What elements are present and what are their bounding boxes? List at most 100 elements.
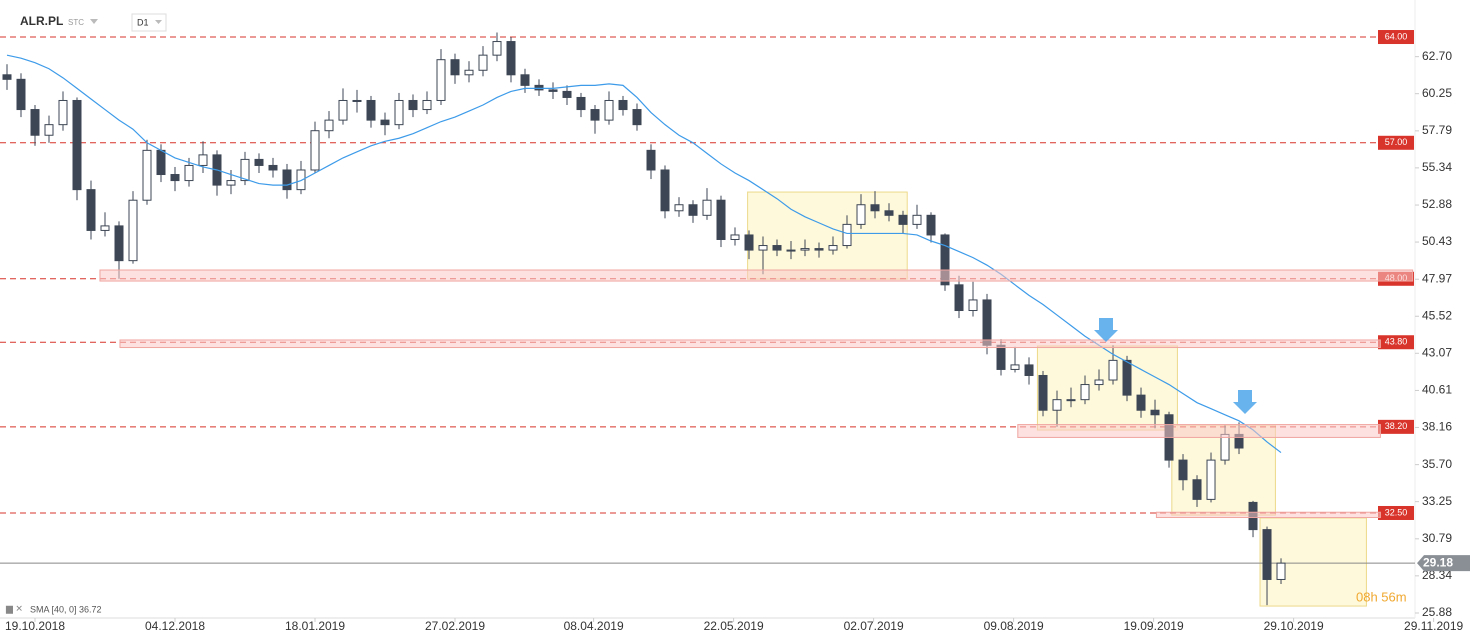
candle-body [44,124,54,136]
candle-body [968,299,978,312]
level-label-box [1378,419,1414,434]
candle-body [618,99,628,111]
zone [119,339,1381,349]
y-tick-label: 55.34 [1422,160,1452,174]
candle-body [926,214,936,236]
candle-body [870,204,880,212]
y-tick-label: 33.25 [1422,494,1452,508]
market: STC [68,18,84,27]
zone [1155,511,1381,519]
candle-body [492,41,502,56]
x-tick-label: 29.11.2019 [1404,619,1463,633]
candle-body [240,158,250,182]
x-tick-label: 19.10.2018 [5,619,65,633]
y-tick-label: 47.97 [1422,271,1452,285]
y-tick-label: 35.70 [1422,457,1452,471]
arrow-marker [1233,390,1257,414]
candle-body [660,169,670,212]
candle-body [506,41,516,76]
candle-body [464,69,474,76]
candle-body [1178,459,1188,481]
candle-body [142,149,152,201]
candle-body [912,214,922,225]
candle-body [1038,374,1048,411]
candle-body [646,149,656,171]
y-tick-label: 60.25 [1422,86,1452,100]
candle-body [730,234,740,240]
candle-body [422,99,432,111]
x-tick-label: 22.05.2019 [704,619,764,633]
candle-body [366,99,376,121]
y-tick-label: 25.88 [1422,605,1452,619]
level-label-box [1378,505,1414,520]
candle-body [352,99,362,102]
candle-body [170,174,180,182]
y-tick-label: 38.16 [1422,420,1452,434]
highlight-box [1259,517,1367,607]
highlight-box [1036,345,1178,431]
y-tick-label: 57.79 [1422,123,1452,137]
level-label: 43.80 [1385,337,1408,347]
candle-body [702,199,712,216]
candle-body [86,189,96,231]
candle-body [296,169,306,191]
candle-body [842,223,852,247]
candle-body [1276,562,1286,580]
candle-body [198,154,208,166]
candle-timer: 08h 56m [1356,589,1407,604]
candle-body [786,249,796,252]
candle-body [562,90,572,98]
candle-body [604,99,614,121]
candle-body [1108,359,1118,381]
last-price-tag [1417,555,1470,572]
candle-body [310,130,320,171]
sma-line [6,54,1282,454]
candle-body [30,109,40,136]
level-label-box [1378,335,1414,350]
candle-body [772,245,782,251]
candle-body [982,299,992,346]
level-label: 32.50 [1385,507,1408,517]
candle-body [744,234,754,251]
x-tick-label: 08.04.2019 [564,619,624,633]
candle-body [716,199,726,240]
candle-body [282,169,292,191]
candle-body [156,149,166,176]
candle-body [800,248,810,251]
x-tick-label: 04.12.2018 [145,619,205,633]
candle-body [884,210,894,216]
y-tick-label: 28.34 [1422,568,1452,582]
interval[interactable]: D1 [137,17,149,27]
candle-body [324,119,334,132]
candle-body [100,225,110,231]
candle-body [688,204,698,216]
level-label: 57.00 [1385,137,1408,147]
candle-body [436,59,446,101]
candle-body [856,204,866,225]
candle-body [954,284,964,312]
y-tick-label: 50.43 [1422,234,1452,248]
candle-body [226,180,236,186]
candle-body [534,84,544,91]
candle-body [2,74,12,80]
indicator-icons[interactable]: ▆ ✕ [5,603,23,614]
candle-body [576,96,586,111]
candle-body [590,109,600,121]
candle-body [1206,459,1216,500]
interval-box[interactable] [131,13,167,32]
candle-body [16,78,26,111]
candle-body [338,99,348,121]
x-tick-label: 09.08.2019 [984,619,1044,633]
symbol[interactable]: ALR.PL [20,14,63,28]
candle-body [394,99,404,126]
level-label-box [1378,135,1414,150]
candle-body [996,344,1006,370]
candle-body [450,59,460,76]
x-tick-label: 18.01.2019 [285,619,345,633]
candle-body [1122,359,1132,396]
level-label: 38.20 [1385,421,1408,431]
dropdown-arrow[interactable] [90,19,98,24]
candle-body [758,245,768,251]
